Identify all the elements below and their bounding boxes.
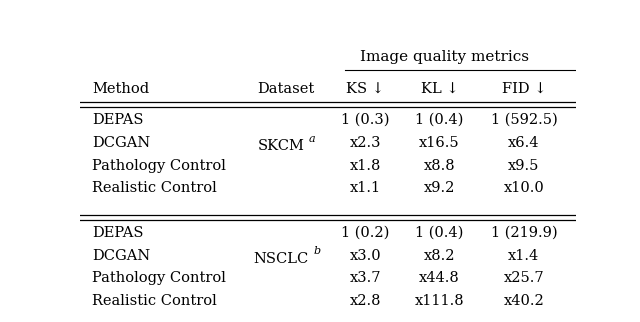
Text: DCGAN: DCGAN — [92, 249, 150, 263]
Text: NSCLC: NSCLC — [253, 252, 308, 266]
Text: x3.0: x3.0 — [349, 249, 381, 263]
Text: x9.5: x9.5 — [508, 159, 540, 173]
Text: x10.0: x10.0 — [504, 182, 544, 195]
Text: KS ↓: KS ↓ — [346, 82, 384, 96]
Text: Realistic Control: Realistic Control — [92, 294, 217, 308]
Text: x2.8: x2.8 — [349, 294, 381, 308]
Text: x44.8: x44.8 — [419, 271, 460, 286]
Text: x1.4: x1.4 — [508, 249, 540, 263]
Text: a: a — [308, 134, 316, 144]
Text: x2.3: x2.3 — [349, 136, 381, 150]
Text: x40.2: x40.2 — [504, 294, 544, 308]
Text: x25.7: x25.7 — [504, 271, 544, 286]
Text: x111.8: x111.8 — [415, 294, 465, 308]
Text: x16.5: x16.5 — [419, 136, 460, 150]
Text: x1.1: x1.1 — [349, 182, 381, 195]
Text: Pathology Control: Pathology Control — [92, 271, 227, 286]
Text: 1 (592.5): 1 (592.5) — [490, 113, 557, 127]
Text: 1 (0.4): 1 (0.4) — [415, 226, 464, 240]
Text: KL ↓: KL ↓ — [420, 82, 458, 96]
Text: DEPAS: DEPAS — [92, 113, 144, 127]
Text: Pathology Control: Pathology Control — [92, 159, 227, 173]
Text: x1.8: x1.8 — [349, 159, 381, 173]
Text: Dataset: Dataset — [257, 82, 314, 96]
Text: x9.2: x9.2 — [424, 182, 455, 195]
Text: SKCM: SKCM — [257, 139, 304, 153]
Text: x8.2: x8.2 — [424, 249, 455, 263]
Text: Realistic Control: Realistic Control — [92, 182, 217, 195]
Text: DCGAN: DCGAN — [92, 136, 150, 150]
Text: FID ↓: FID ↓ — [502, 82, 546, 96]
Text: 1 (0.4): 1 (0.4) — [415, 113, 464, 127]
Text: x6.4: x6.4 — [508, 136, 540, 150]
Text: DEPAS: DEPAS — [92, 226, 144, 240]
Text: 1 (0.2): 1 (0.2) — [341, 226, 389, 240]
Text: 1 (219.9): 1 (219.9) — [491, 226, 557, 240]
Text: x3.7: x3.7 — [349, 271, 381, 286]
Text: Image quality metrics: Image quality metrics — [360, 50, 529, 64]
Text: 1 (0.3): 1 (0.3) — [341, 113, 390, 127]
Text: x8.8: x8.8 — [424, 159, 456, 173]
Text: Method: Method — [92, 82, 150, 96]
Text: b: b — [313, 246, 320, 256]
